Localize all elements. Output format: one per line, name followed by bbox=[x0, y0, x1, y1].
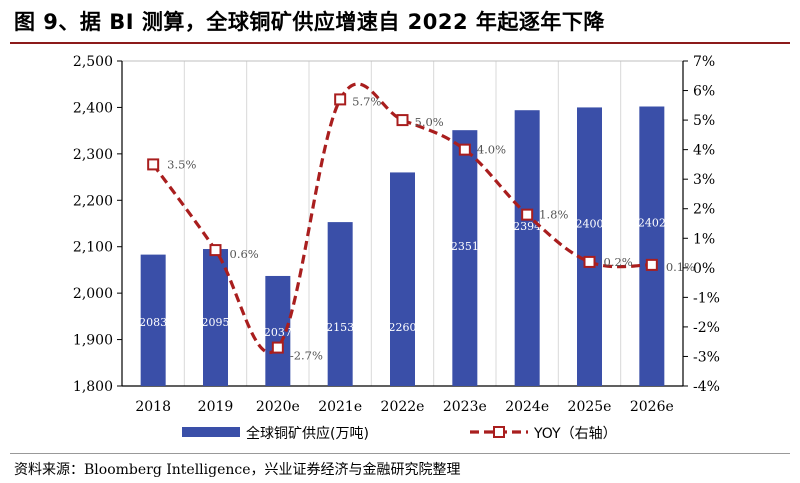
yoy-line-series bbox=[147, 82, 658, 354]
yoy-data-label: 0.6% bbox=[230, 247, 259, 261]
copper-supply-chart: 1,800 1,900 2,000 2,100 2,200 2,300 2,400 2,500… bbox=[73, 54, 720, 442]
legend-line-marker bbox=[493, 426, 505, 438]
yoy-data-label: 0.1% bbox=[666, 260, 695, 274]
yoy-marker bbox=[147, 158, 160, 171]
supply-bar bbox=[514, 110, 540, 386]
left-tick-label: 1,800 bbox=[73, 379, 113, 395]
bar-data-label: 2083 bbox=[139, 316, 167, 329]
bar-data-label: 2402 bbox=[638, 217, 666, 230]
right-tick-label: -1% bbox=[693, 290, 720, 306]
yoy-marker bbox=[209, 244, 222, 257]
right-tick-label: 4% bbox=[693, 143, 715, 159]
right-tick-label: -4% bbox=[693, 379, 720, 395]
supply-bar bbox=[203, 249, 228, 386]
right-tick-label: 1% bbox=[693, 231, 715, 247]
right-tick-label: 5% bbox=[693, 113, 715, 129]
yoy-marker bbox=[521, 208, 534, 221]
x-tick-label: 2026e bbox=[630, 399, 674, 415]
x-tick-label: 2020e bbox=[256, 399, 300, 415]
yoy-marker bbox=[458, 143, 471, 156]
bar-data-label: 2394 bbox=[513, 220, 541, 233]
bar-series bbox=[140, 106, 665, 386]
right-tick-label: 0% bbox=[693, 261, 715, 277]
bar-data-labels: 2083 2095 2037 2153 2260 2351 2394 2400 2402 bbox=[139, 217, 666, 339]
yoy-data-labels: 3.5% 0.6% -2.7% 5.7% 5.0% 4.0% 1.8% 0.2% 0.1% bbox=[167, 94, 695, 362]
x-tick-label: 2019 bbox=[198, 399, 234, 415]
bar-data-label: 2400 bbox=[576, 217, 604, 230]
yoy-data-label: 5.7% bbox=[352, 94, 381, 108]
bar-data-label: 2153 bbox=[326, 321, 354, 334]
bar-data-label: 2095 bbox=[202, 316, 230, 329]
supply-bar bbox=[577, 107, 602, 386]
yoy-marker bbox=[583, 255, 596, 268]
right-tick-label: 6% bbox=[693, 84, 715, 100]
yoy-data-label: -2.7% bbox=[290, 349, 323, 363]
legend-bar-swatch bbox=[182, 427, 240, 437]
right-tick-label: -3% bbox=[693, 349, 720, 365]
legend: 全球铜矿供应(万吨) YOY（右轴） bbox=[182, 425, 617, 442]
yoy-data-label: 4.0% bbox=[477, 143, 506, 157]
title-rule bbox=[10, 42, 790, 44]
right-tick-label: -2% bbox=[693, 320, 720, 336]
left-tick-label: 2,000 bbox=[73, 286, 113, 302]
source-note: 资料来源：Bloomberg Intelligence，兴业证券经济与金融研究院… bbox=[14, 462, 461, 478]
source-rule bbox=[10, 453, 790, 454]
yoy-data-label: 3.5% bbox=[167, 157, 196, 171]
x-tick-label: 2025e bbox=[568, 399, 612, 415]
x-tick-label: 2021e bbox=[318, 399, 362, 415]
x-tick-label: 2018 bbox=[135, 399, 171, 415]
yoy-marker bbox=[396, 114, 409, 127]
figure-title: 图 9、据 BI 测算，全球铜矿供应增速自 2022 年起逐年下降 bbox=[14, 10, 605, 34]
x-tick-label: 2022e bbox=[381, 399, 425, 415]
supply-bar bbox=[452, 130, 478, 386]
bar-data-label: 2351 bbox=[451, 240, 479, 253]
legend-bar-label: 全球铜矿供应(万吨) bbox=[246, 425, 369, 442]
supply-bar bbox=[327, 222, 353, 386]
left-tick-label: 2,500 bbox=[73, 54, 113, 70]
right-tick-label: 3% bbox=[693, 172, 715, 188]
yoy-line bbox=[151, 82, 652, 354]
right-tick-label: 7% bbox=[693, 54, 715, 70]
yoy-marker bbox=[271, 341, 284, 354]
left-tick-label: 2,400 bbox=[73, 100, 113, 116]
left-tick-label: 1,900 bbox=[73, 333, 113, 349]
yoy-marker bbox=[334, 93, 347, 106]
x-tick-label: 2023e bbox=[443, 399, 487, 415]
x-tick-label: 2024e bbox=[505, 399, 549, 415]
right-tick-label: 2% bbox=[693, 202, 715, 218]
supply-bar bbox=[390, 172, 415, 386]
supply-bar bbox=[639, 106, 665, 386]
bar-data-label: 2037 bbox=[264, 326, 292, 339]
yoy-marker bbox=[645, 258, 658, 271]
left-tick-label: 2,300 bbox=[73, 147, 113, 163]
supply-bar bbox=[140, 254, 166, 386]
bar-data-label: 2260 bbox=[389, 321, 417, 334]
left-tick-label: 2,100 bbox=[73, 240, 113, 256]
yoy-data-label: 5.0% bbox=[415, 115, 444, 129]
left-tick-label: 2,200 bbox=[73, 193, 113, 209]
legend-line-label: YOY（右轴） bbox=[533, 426, 617, 442]
yoy-data-label: 0.2% bbox=[604, 255, 633, 269]
yoy-data-label: 1.8% bbox=[539, 208, 568, 222]
